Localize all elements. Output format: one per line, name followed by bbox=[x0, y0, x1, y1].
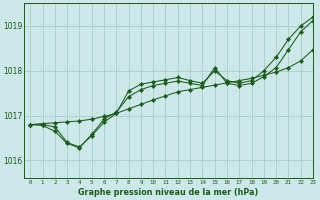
X-axis label: Graphe pression niveau de la mer (hPa): Graphe pression niveau de la mer (hPa) bbox=[78, 188, 259, 197]
